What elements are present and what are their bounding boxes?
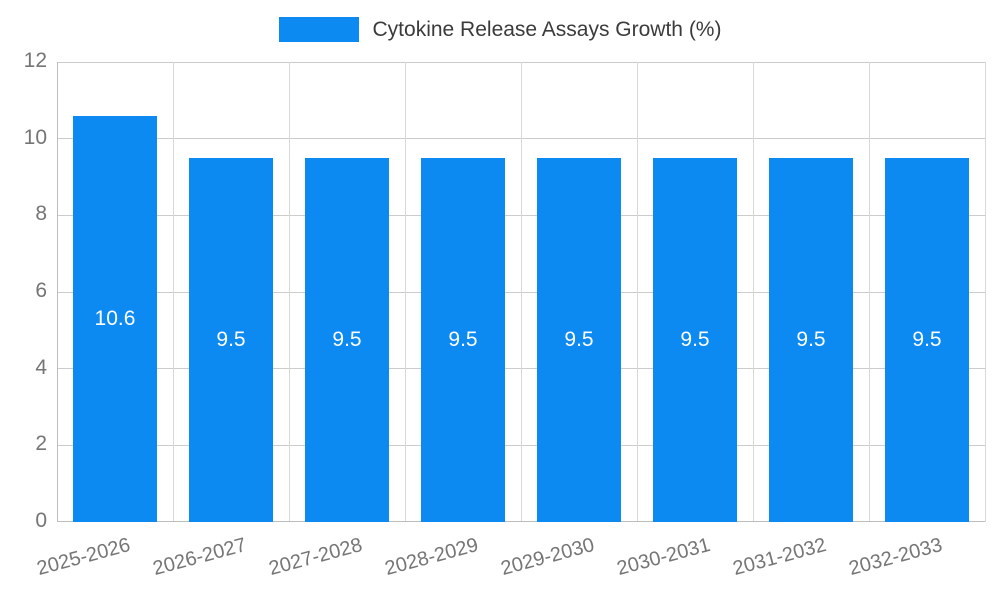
gridline-vertical xyxy=(288,62,290,522)
gridline-vertical xyxy=(172,62,174,522)
bar-value-label: 9.5 xyxy=(216,327,246,351)
x-axis-line xyxy=(57,521,985,522)
x-tick-label: 2027-2028 xyxy=(266,534,365,581)
x-tick-label: 2030-2031 xyxy=(614,534,713,581)
bar-2030-2031: 9.5 xyxy=(652,157,738,522)
y-tick-label: 2 xyxy=(35,432,47,456)
y-tick-label: 0 xyxy=(35,509,47,532)
legend-swatch xyxy=(278,17,359,42)
gridline-vertical xyxy=(752,62,754,522)
gridline-vertical xyxy=(636,62,638,522)
bar-value-label: 10.6 xyxy=(94,306,136,330)
bar-2031-2032: 9.5 xyxy=(768,157,854,522)
y-tick-label: 4 xyxy=(35,355,47,379)
y-axis-line xyxy=(57,62,58,522)
bar-value-label: 9.5 xyxy=(680,327,710,351)
y-tick-label: 10 xyxy=(23,125,47,149)
bar-2028-2029: 9.5 xyxy=(420,157,506,522)
bar-value-label: 9.5 xyxy=(796,327,826,351)
bar-2032-2033: 9.5 xyxy=(884,157,970,522)
bar-value-label: 9.5 xyxy=(912,327,942,351)
bar-value-label: 9.5 xyxy=(448,327,478,351)
x-tick-label: 2029-2030 xyxy=(498,534,597,581)
bar-value-label: 9.5 xyxy=(332,327,362,351)
gridline-vertical xyxy=(984,62,986,522)
bar-2029-2030: 9.5 xyxy=(536,157,622,522)
bar-value-label: 9.5 xyxy=(564,327,594,351)
chart-legend[interactable]: Cytokine Release Assays Growth (%) xyxy=(0,17,1000,42)
x-tick-label: 2026-2027 xyxy=(150,534,249,581)
y-tick-label: 8 xyxy=(35,202,47,226)
bar-2025-2026: 10.6 xyxy=(72,115,158,522)
x-tick-label: 2031-2032 xyxy=(730,534,829,581)
y-tick-label: 6 xyxy=(35,279,47,302)
gridline-vertical xyxy=(520,62,522,522)
bar-2026-2027: 9.5 xyxy=(188,157,274,522)
x-tick-label: 2032-2033 xyxy=(846,534,945,581)
plot-area: 10.6 9.5 9.5 9.5 9.5 9.5 9.5 9.5 xyxy=(56,61,986,522)
gridline-vertical xyxy=(868,62,870,522)
x-tick-label: 2028-2029 xyxy=(382,534,481,581)
y-tick-label: 12 xyxy=(23,49,47,72)
x-tick-label: 2025-2026 xyxy=(34,534,133,581)
bar-2027-2028: 9.5 xyxy=(304,157,390,522)
legend-label: Cytokine Release Assays Growth (%) xyxy=(372,17,722,41)
gridline-vertical xyxy=(404,62,406,522)
